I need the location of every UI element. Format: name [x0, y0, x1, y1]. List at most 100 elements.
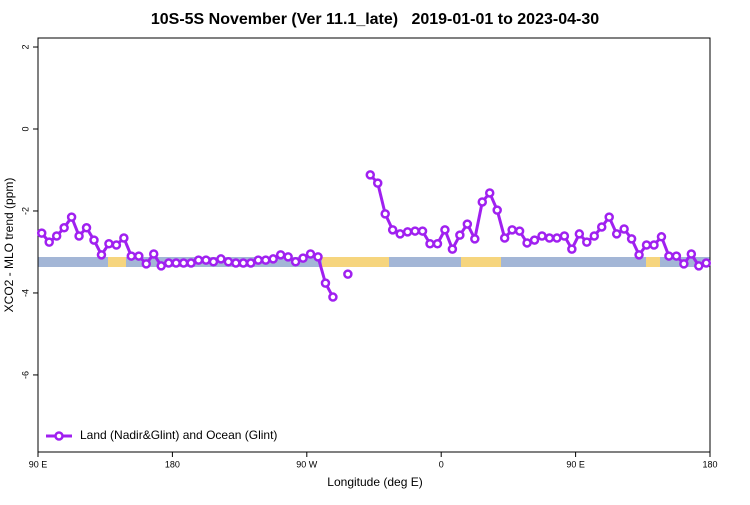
data-point — [208, 257, 219, 267]
x-axis-label: Longitude (deg E) — [327, 475, 422, 489]
data-point — [178, 258, 189, 268]
data-point — [619, 224, 629, 234]
data-point — [514, 226, 525, 236]
data-point — [440, 225, 450, 235]
data-point — [231, 258, 241, 268]
data-point — [604, 212, 614, 222]
data-point — [484, 188, 495, 198]
data-point — [223, 257, 234, 267]
x-tick-label: 90 W — [296, 459, 318, 469]
data-point — [156, 261, 166, 271]
data-point — [567, 244, 577, 254]
data-point — [582, 237, 592, 247]
y-tick-label: -6 — [20, 371, 30, 379]
data-point — [402, 227, 413, 237]
data-point — [447, 244, 458, 254]
data-point — [470, 234, 480, 244]
y-tick-label: -4 — [20, 289, 30, 297]
data-point — [410, 226, 420, 236]
data-point — [455, 230, 465, 240]
data-point — [395, 229, 405, 239]
data-point — [148, 249, 159, 259]
data-point — [246, 258, 256, 268]
data-point — [701, 258, 712, 268]
data-point — [89, 235, 99, 245]
data-point — [649, 240, 659, 250]
x-tick-label: 90 E — [29, 459, 48, 469]
data-point — [111, 240, 122, 250]
data-point — [589, 231, 600, 241]
data-point — [574, 229, 585, 239]
data-point — [537, 231, 547, 241]
data-point — [163, 258, 174, 268]
y-tick-label: -2 — [20, 207, 30, 215]
data-point — [283, 252, 293, 262]
data-point — [201, 255, 211, 265]
data-point — [51, 231, 62, 241]
land-ocean-strip — [38, 257, 710, 267]
data-point — [126, 251, 137, 261]
x-tick-label: 180 — [702, 459, 717, 469]
data-point — [253, 255, 264, 265]
data-point — [66, 212, 77, 222]
data-point — [290, 257, 301, 267]
data-point — [343, 269, 353, 279]
y-tick-label: 0 — [20, 126, 30, 131]
data-point — [664, 251, 674, 261]
land-strip — [322, 257, 389, 267]
legend-label: Land (Nadir&Glint) and Ocean (Glint) — [80, 428, 277, 442]
chart-title: 10S-5S November (Ver 11.1_late) 2019-01-… — [151, 11, 599, 28]
land-strip — [461, 257, 501, 267]
y-axis-label: XCO2 - MLO trend (ppm) — [2, 178, 16, 313]
data-point — [260, 255, 271, 265]
data-point — [544, 233, 555, 243]
data-point — [679, 259, 689, 269]
data-point — [492, 205, 502, 215]
data-point — [372, 178, 383, 188]
data-point — [365, 170, 376, 180]
data-point — [36, 228, 47, 238]
data-point — [313, 252, 323, 262]
data-point — [694, 261, 704, 271]
data-point — [81, 223, 92, 233]
data-point — [59, 223, 69, 233]
data-point — [641, 240, 652, 250]
data-point — [432, 239, 443, 249]
data-point — [141, 259, 152, 269]
data-point — [96, 250, 107, 260]
data-point — [596, 222, 607, 232]
data-point — [104, 239, 114, 249]
data-point — [462, 219, 473, 229]
data-point — [477, 197, 488, 207]
data-point — [186, 258, 196, 268]
data-point — [238, 258, 249, 268]
data-point — [380, 209, 390, 219]
x-tick-label: 90 E — [566, 459, 585, 469]
data-point — [216, 254, 226, 264]
data-point — [387, 225, 398, 235]
data-point — [626, 234, 637, 244]
land-strip — [646, 257, 660, 267]
x-tick-label: 180 — [165, 459, 180, 469]
data-point — [328, 292, 338, 302]
data-point — [171, 258, 181, 268]
data-point — [44, 237, 54, 247]
data-point — [119, 233, 129, 243]
data-point — [686, 249, 697, 259]
data-point — [522, 238, 532, 248]
data-point — [275, 250, 286, 260]
data-point — [656, 232, 667, 242]
data-point — [74, 231, 84, 241]
data-point — [268, 254, 278, 264]
y-tick-label: 2 — [20, 45, 30, 50]
data-point — [305, 249, 316, 259]
data-point — [552, 233, 562, 243]
data-point — [134, 251, 144, 261]
data-point — [529, 235, 540, 245]
data-point — [417, 226, 428, 236]
series-line — [40, 173, 707, 298]
legend-marker — [54, 431, 64, 441]
data-point — [320, 278, 331, 288]
land-strip — [108, 257, 126, 267]
